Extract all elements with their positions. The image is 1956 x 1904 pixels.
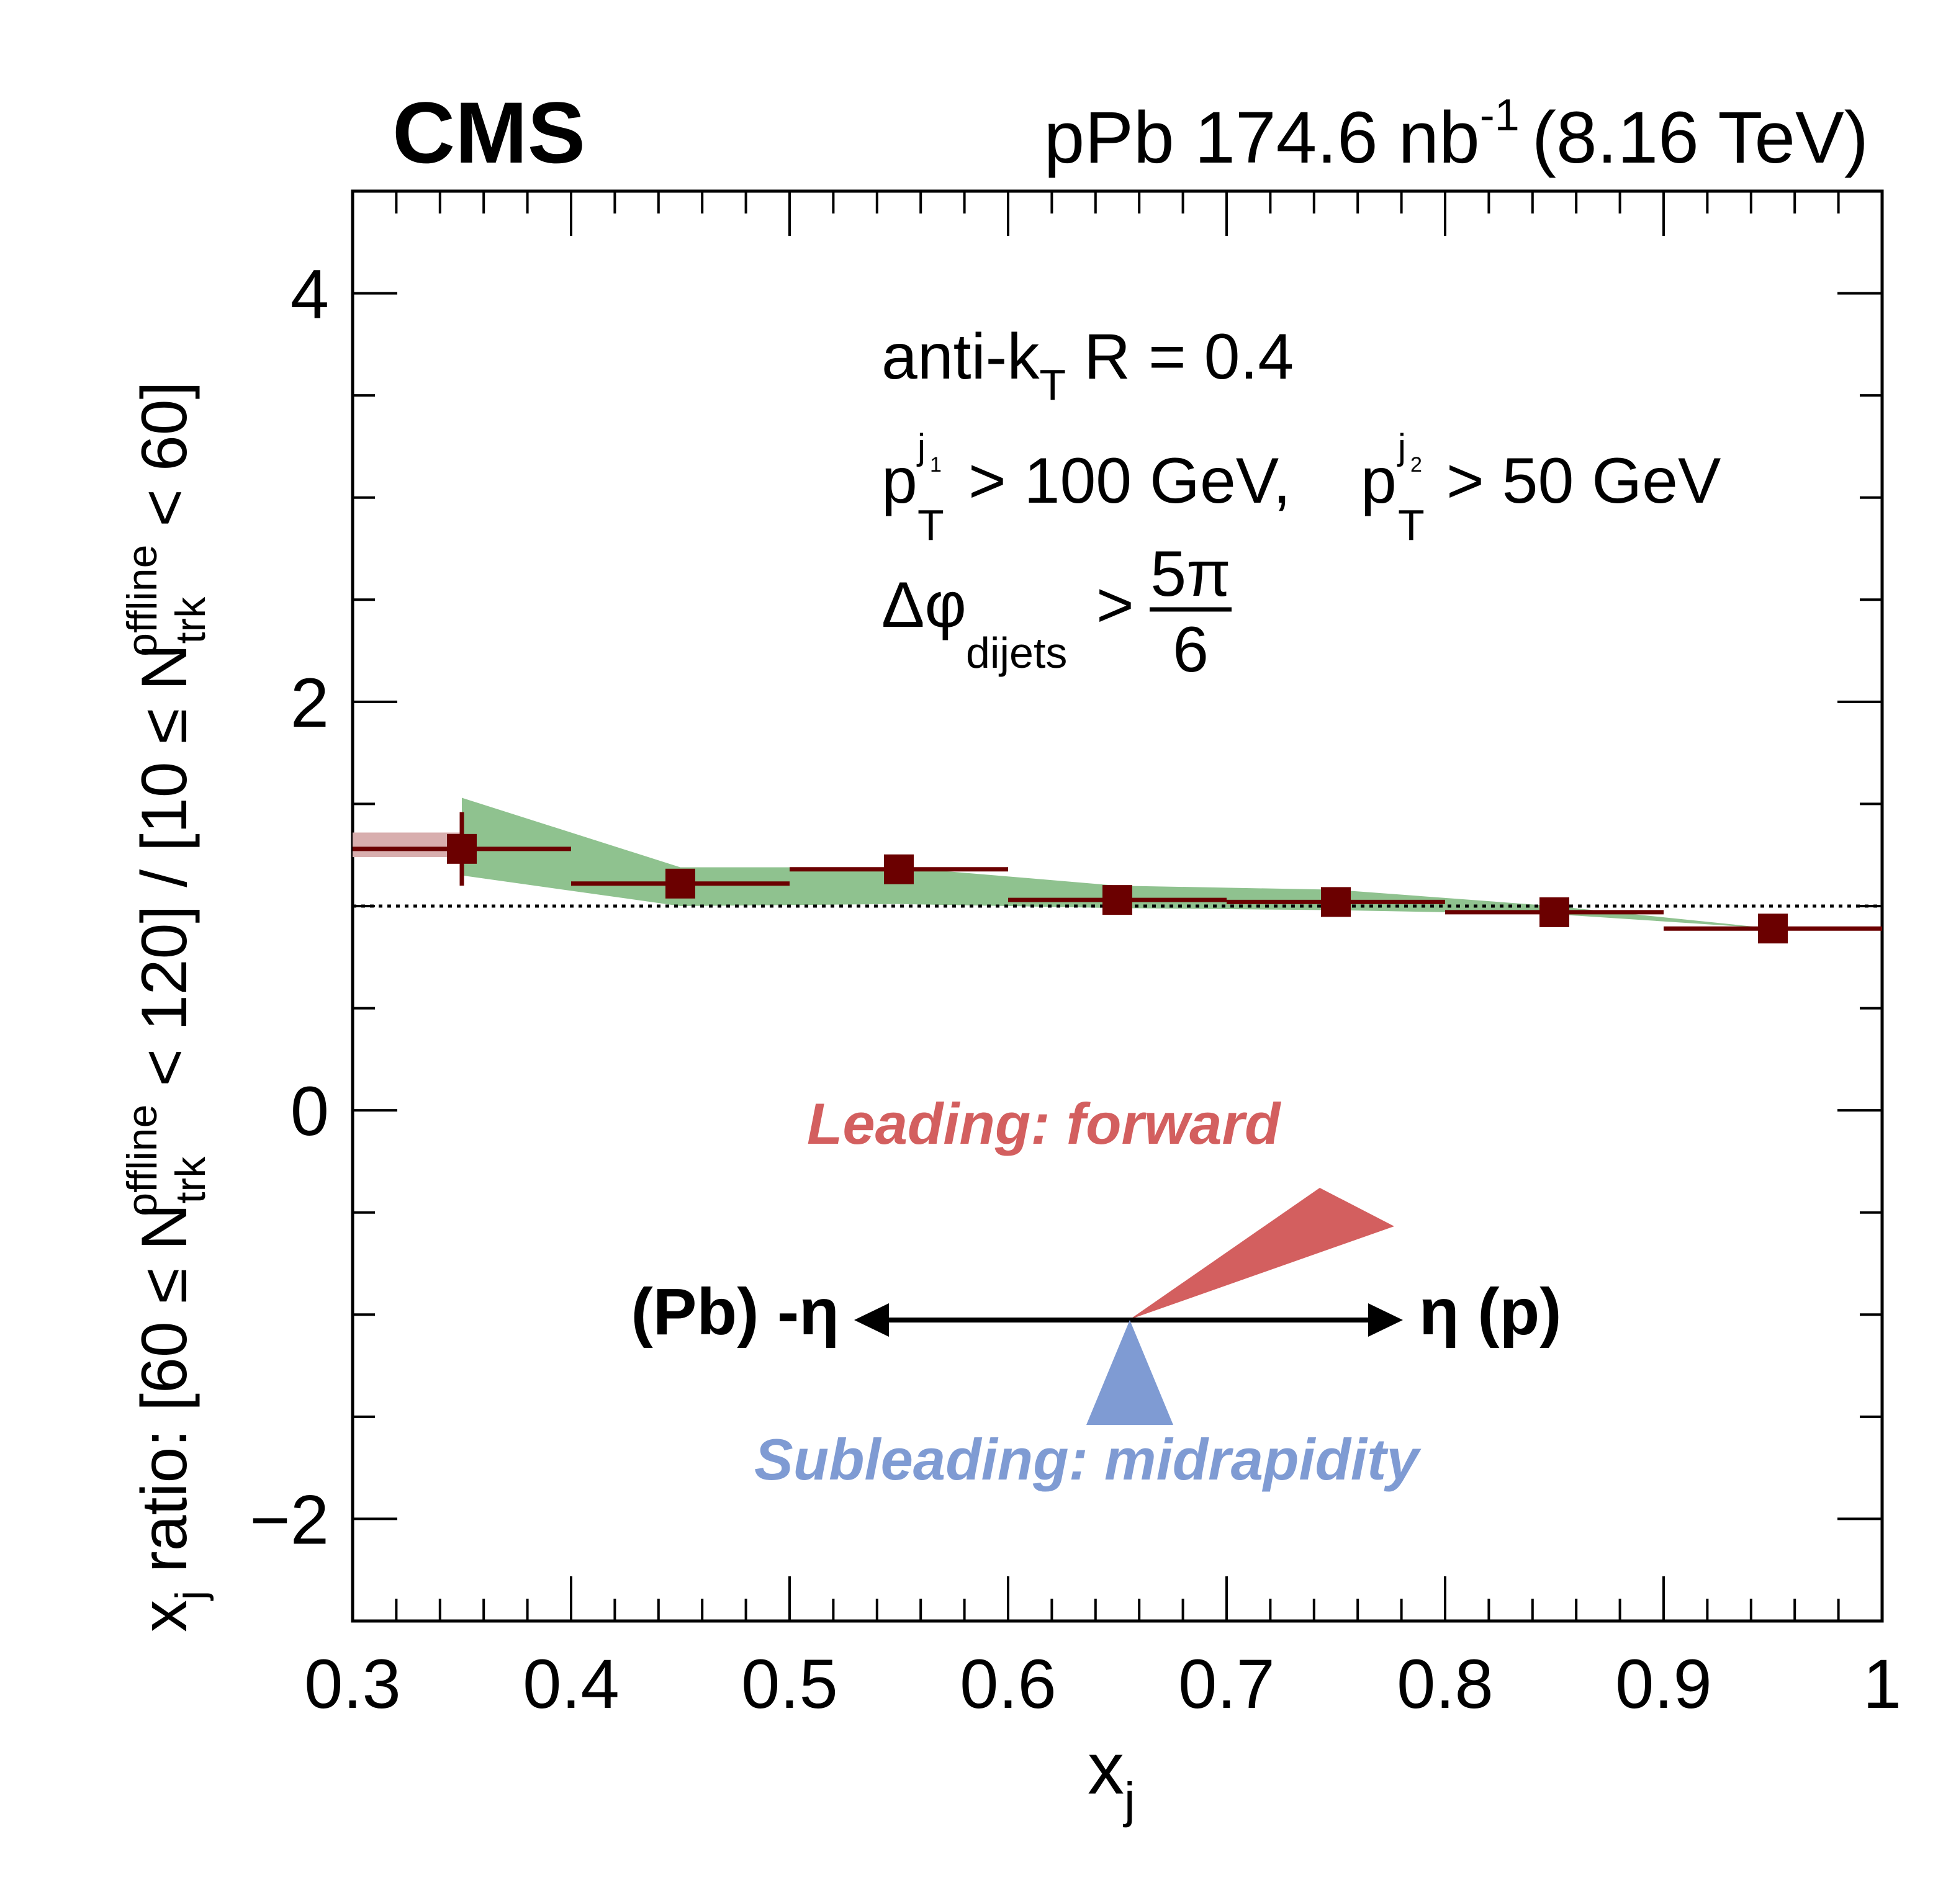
x-tick-label: 0.4 <box>523 1645 620 1723</box>
dphi-symbol: Δφ <box>881 569 967 641</box>
pt-cut-label: p j 1 T > 100 GeV, p j 2 T > 50 GeV <box>881 427 1721 549</box>
tick-labels-layer: 0.3 0.4 0.5 0.6 0.7 0.8 0.9 1 −2 0 2 4 <box>250 256 1901 1723</box>
pb-eta-label: (Pb) -η <box>631 1275 839 1349</box>
lumi-exponent: -1 <box>1480 91 1520 140</box>
lumi-energy: (8.16 TeV) <box>1532 97 1868 179</box>
y-tick-label: 2 <box>291 664 329 742</box>
x-tick-label: 0.9 <box>1615 1645 1712 1723</box>
pt-sub-cut: > 50 GeV <box>1446 445 1721 517</box>
subleading-jet-cone <box>1086 1320 1173 1425</box>
axis-ticks-layer <box>351 190 1883 1622</box>
pt-sub-T: T <box>1398 501 1425 549</box>
data-point-marker <box>884 854 914 884</box>
pt-lead-T: T <box>917 501 944 549</box>
data-points-layer <box>353 812 1882 944</box>
eta-arrow-right-head <box>1368 1303 1403 1337</box>
leading-forward-label: Leading: forward <box>807 1091 1282 1156</box>
data-point-marker <box>665 868 695 899</box>
pt-sub-index: 2 <box>1410 453 1422 477</box>
syst-uncertainty-band <box>462 797 1773 929</box>
x-tick-label: 0.8 <box>1397 1645 1494 1723</box>
pt-lead-symbol: p <box>881 445 917 517</box>
eta-arrow-left-head <box>854 1303 889 1337</box>
data-point-marker <box>1102 885 1132 915</box>
x-tick-label: 0.3 <box>304 1645 401 1723</box>
leading-jet-cone <box>1130 1188 1394 1319</box>
y-tick-label: −2 <box>250 1481 329 1558</box>
x-tick-label: 1 <box>1863 1645 1901 1723</box>
pt-lead-index: 1 <box>930 453 942 477</box>
data-point-marker <box>447 833 477 864</box>
x-tick-label: 0.5 <box>741 1645 838 1723</box>
dphi-cut-label: Δφ dijets > 5π 6 <box>881 538 1232 686</box>
pt-lead-j: j <box>916 427 926 467</box>
x-axis-title: xj <box>1088 1728 1135 1828</box>
x-tick-label: 0.6 <box>960 1645 1057 1723</box>
y-tick-label: 4 <box>291 256 329 333</box>
dphi-subscript: dijets <box>966 629 1067 677</box>
fraction-denominator: 6 <box>1173 614 1209 686</box>
experiment-label: CMS <box>392 84 585 181</box>
data-point-marker <box>1321 887 1351 917</box>
dphi-gt: > <box>1096 569 1134 641</box>
jet-algorithm-label: anti-kT R = 0.4 <box>881 321 1294 409</box>
pt-lead-cut: > 100 GeV, <box>968 445 1291 517</box>
pt-sub-symbol: p <box>1361 445 1397 517</box>
fraction-numerator: 5π <box>1150 538 1231 610</box>
pt-sub-j: j <box>1397 427 1406 467</box>
y-axis-title: xj ratio: [60 ≤ Ntrkoffline < 120] / [10… <box>119 382 214 1633</box>
subleading-midrapidity-label: Subleading: midrapidity <box>754 1427 1422 1492</box>
data-point-marker <box>1539 897 1569 927</box>
luminosity-label: pPb 174.6 nb-1 (8.16 TeV) <box>1044 91 1868 179</box>
x-tick-label: 0.7 <box>1178 1645 1275 1723</box>
p-eta-label: η (p) <box>1419 1275 1562 1349</box>
lumi-prefix: pPb 174.6 nb <box>1044 97 1480 179</box>
data-point-marker <box>1758 914 1788 944</box>
y-tick-label: 0 <box>291 1072 329 1150</box>
